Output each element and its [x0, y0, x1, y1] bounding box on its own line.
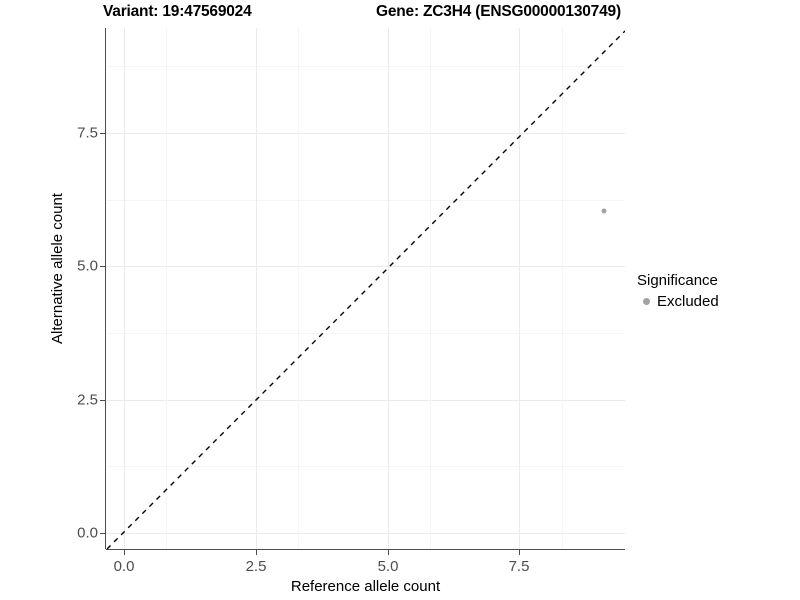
y-axis-tick — [100, 133, 105, 135]
y-axis-label: Alternative allele count — [49, 193, 66, 344]
y-axis-tick — [100, 533, 105, 535]
legend-item-excluded[interactable]: Excluded — [637, 291, 797, 311]
gridline-major-horizontal — [106, 266, 625, 267]
x-axis-line — [106, 549, 625, 551]
gridline-major-vertical — [519, 28, 520, 549]
x-axis-tick-label: 0.0 — [113, 558, 135, 575]
legend: Significance Excluded — [637, 272, 797, 311]
gridline-minor-vertical — [298, 28, 299, 549]
gridline-minor-vertical — [430, 28, 431, 549]
y-axis-tick-label: 0.0 — [77, 524, 98, 542]
x-axis-tick-label: 2.5 — [245, 558, 267, 575]
gridline-major-vertical — [256, 28, 257, 549]
gridline-minor-horizontal — [106, 466, 625, 467]
y-axis-tick-label: 7.5 — [77, 124, 98, 142]
gridline-minor-horizontal — [106, 200, 625, 201]
gridline-minor-horizontal — [106, 333, 625, 334]
gene-title: Gene: ZC3H4 (ENSG00000130749) — [376, 3, 621, 20]
x-axis-tick-label: 7.5 — [508, 558, 530, 575]
gridline-major-vertical — [124, 28, 125, 549]
x-axis-tick — [124, 550, 126, 555]
data-point[interactable] — [601, 208, 607, 214]
x-axis-label: Reference allele count — [290, 578, 441, 595]
gridline-major-horizontal — [106, 400, 625, 401]
x-axis-tick — [519, 550, 521, 555]
gridline-minor-vertical — [562, 28, 563, 549]
legend-key-excluded — [637, 292, 655, 310]
x-axis-tick-label: 5.0 — [377, 558, 399, 575]
legend-title: Significance — [637, 272, 718, 289]
y-axis-tick — [100, 400, 105, 402]
identity-reference-line — [106, 30, 625, 549]
plot-panel — [106, 28, 625, 549]
gridline-major-vertical — [388, 28, 389, 549]
x-axis-tick — [256, 550, 258, 555]
legend-item-label: Excluded — [657, 292, 719, 310]
chart-title-bar: Variant: 19:47569024 Gene: ZC3H4 (ENSG00… — [0, 0, 800, 28]
circle-point-icon — [642, 297, 650, 305]
gridline-major-horizontal — [106, 133, 625, 134]
gridline-major-horizontal — [106, 533, 625, 534]
gridline-minor-horizontal — [106, 66, 625, 67]
x-axis-tick — [388, 550, 390, 555]
gridline-minor-vertical — [166, 28, 167, 549]
y-axis-tick-label: 5.0 — [77, 257, 98, 275]
variant-title: Variant: 19:47569024 — [103, 3, 252, 20]
y-axis-tick-label: 2.5 — [77, 391, 98, 409]
y-axis-tick — [100, 266, 105, 268]
y-axis-line — [105, 28, 107, 549]
